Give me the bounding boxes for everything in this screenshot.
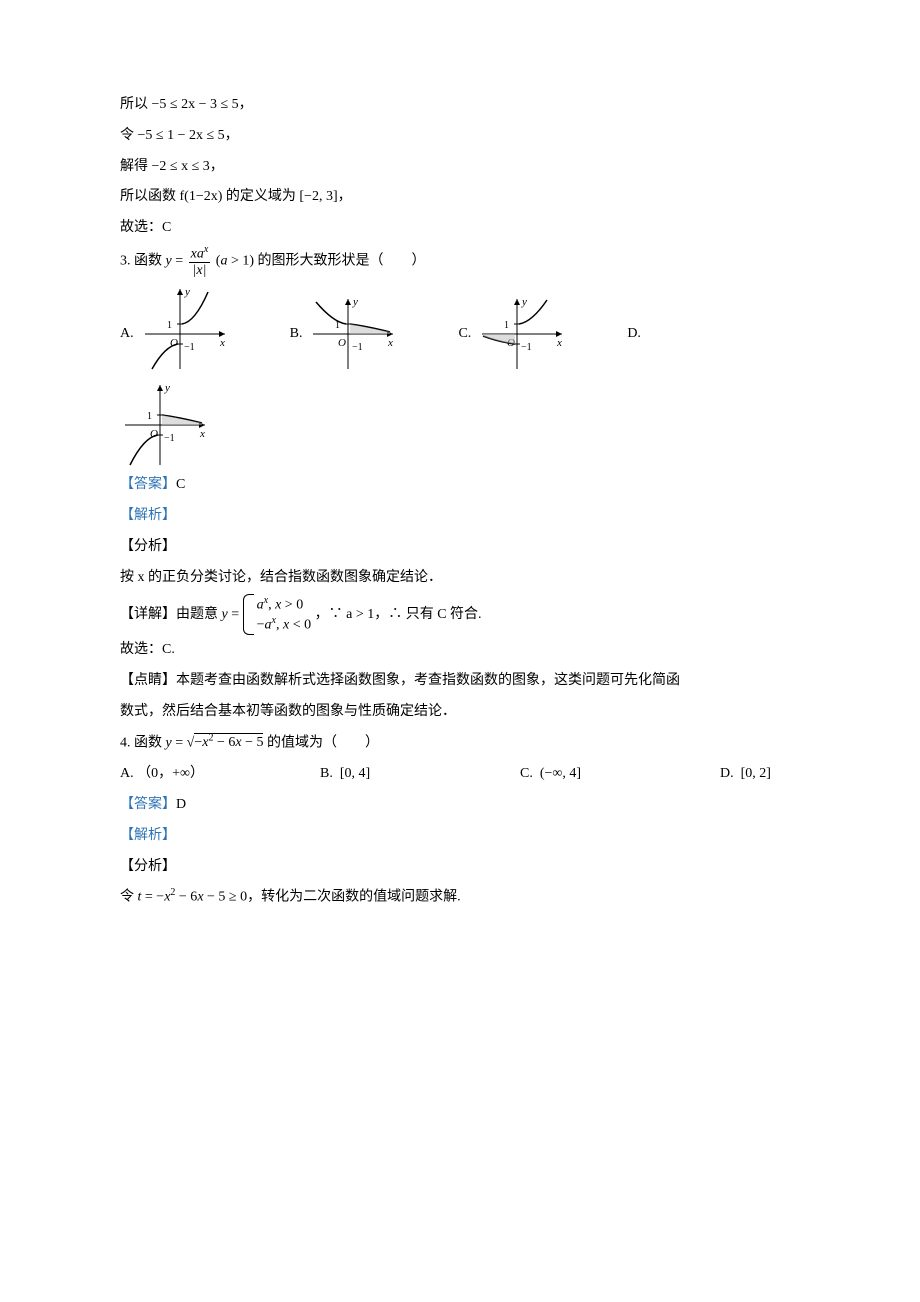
svg-text:−1: −1 [352, 342, 363, 353]
graph-b: y x O 1 −1 [308, 294, 398, 374]
xiangjie-suffix: ，∵ a > 1，∴ 只有 C 符合. [315, 607, 482, 622]
dianjing-line1: 【点睛】本题考查由函数解析式选择函数图象，考查指数函数的图象，这类问题可先化简函 [120, 666, 800, 697]
q4-answer-line: 【答案】D [120, 790, 800, 821]
q3-stem: 3. 函数 y = xax |x| (a > 1) 的图形大致形状是（ ） [120, 244, 800, 278]
graph-d: y x O 1 −1 [120, 380, 210, 470]
q4-sub: 令 t = −x2 − 6x − 5 ≥ 0，转化为二次函数的值域问题求解. [120, 882, 800, 913]
q4-option-c: C. (−∞, 4] [520, 759, 720, 790]
svg-text:x: x [199, 428, 205, 440]
q3-stem-suffix: 的图形大致形状是（ ） [258, 253, 426, 268]
option-c: C. y x O 1 −1 [458, 294, 567, 374]
option-label: B. [290, 319, 303, 375]
guxuan: 故选：C. [120, 635, 800, 666]
option-label: C. [458, 319, 471, 375]
q4-number: 4. [120, 735, 131, 750]
svg-text:x: x [387, 337, 393, 349]
svg-text:y: y [352, 296, 358, 308]
xiangjie-prefix: 由题意 [176, 607, 222, 622]
fenxi-text: 按 x 的正负分类讨论，结合指数函数图象确定结论． [120, 563, 800, 594]
graph-a: y x O 1 −1 [140, 284, 230, 374]
svg-text:y: y [184, 286, 190, 298]
q4-stem-text: 函数 y = √−x2 − 6x − 5 的值域为（ ） [134, 733, 379, 750]
text-line: 故选：C [120, 213, 800, 244]
option-d-graph-row: y x O 1 −1 [120, 380, 800, 470]
dianjing-line2: 数式，然后结合基本初等函数的图象与性质确定结论． [120, 697, 800, 728]
svg-text:1: 1 [504, 320, 509, 331]
option-label: A. [120, 319, 134, 375]
option-d-label: D. [627, 319, 641, 375]
q4-option-d: D. [0, 2] [720, 759, 800, 790]
q4-jiexi: 【解析】 [120, 821, 800, 852]
fenxi-label: 【分析】 [120, 532, 800, 563]
xiangjie-label: 【详解】 [120, 607, 176, 622]
answer-value: C [176, 477, 185, 492]
svg-text:y: y [164, 382, 170, 394]
q4-options: A. （0，+∞） B. [0, 4] C. (−∞, 4] D. [0, 2] [120, 759, 800, 790]
jiexi-label: 【解析】 [120, 501, 800, 532]
q3-stem-prefix: 函数 [134, 253, 166, 268]
option-b: B. y x O 1 −1 [290, 294, 399, 374]
q4-option-a: A. （0，+∞） [120, 759, 320, 790]
answer-value: D [176, 797, 186, 812]
svg-text:1: 1 [147, 411, 152, 422]
svg-text:x: x [556, 337, 562, 349]
text-line: 解得 −2 ≤ x ≤ 3， [120, 152, 800, 183]
svg-text:y: y [521, 296, 527, 308]
option-a: A. y x O 1 −1 [120, 284, 230, 374]
svg-text:x: x [219, 337, 225, 349]
svg-text:−1: −1 [521, 342, 532, 353]
answer-label: 【答案】 [120, 797, 176, 812]
option-label: D. [627, 319, 641, 375]
svg-text:1: 1 [167, 320, 172, 331]
answer-line: 【答案】C [120, 470, 800, 501]
q3-number: 3. [120, 253, 131, 268]
fraction: xax |x| [189, 244, 211, 278]
svg-text:−1: −1 [164, 433, 175, 444]
xiangjie-line: 【详解】由题意 y = ax, x > 0 −ax, x < 0 ，∵ a > … [120, 594, 800, 636]
text-line: 所以函数 f(1−2x) 的定义域为 [−2, 3]， [120, 182, 800, 213]
text-line: 所以 −5 ≤ 2x − 3 ≤ 5， [120, 90, 800, 121]
piecewise: ax, x > 0 −ax, x < 0 [243, 594, 311, 636]
q4-option-b: B. [0, 4] [320, 759, 520, 790]
answer-label: 【答案】 [120, 477, 176, 492]
q4-stem: 4. 函数 y = √−x2 − 6x − 5 的值域为（ ） [120, 728, 800, 759]
graph-c: y x O 1 −1 [477, 294, 567, 374]
svg-text:O: O [338, 337, 346, 349]
q3-options-row: A. y x O 1 −1 B. [120, 284, 800, 374]
q4-fenxi: 【分析】 [120, 852, 800, 883]
svg-text:−1: −1 [184, 342, 195, 353]
dianjing-label: 【点睛】 [120, 673, 176, 688]
dianjing-text1: 本题考查由函数解析式选择函数图象，考查指数函数的图象，这类问题可先化简函 [176, 673, 680, 688]
text-line: 令 −5 ≤ 1 − 2x ≤ 5， [120, 121, 800, 152]
